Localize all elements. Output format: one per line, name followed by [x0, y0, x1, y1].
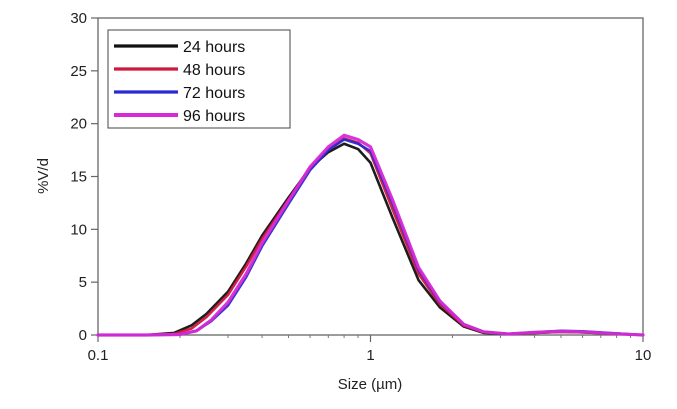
x-axis-label: Size (µm) — [338, 376, 402, 393]
series-line-4 — [96, 133, 645, 337]
legend-entry-label: 96 hours — [183, 108, 245, 125]
x-tick-label: 10 — [635, 347, 652, 364]
legend: 24 hours 48 hours 72 hours 96 hours — [107, 29, 291, 129]
y-axis: 0 5 10 15 20 25 30 — [70, 10, 98, 344]
legend-entry-label: 72 hours — [183, 85, 245, 102]
y-tick-label: 30 — [70, 10, 87, 27]
series-lines — [96, 133, 645, 337]
legend-entry-label: 24 hours — [183, 39, 245, 56]
y-tick-label: 10 — [70, 221, 87, 238]
y-tick-label: 15 — [70, 169, 87, 186]
y-tick-label: 5 — [79, 274, 87, 291]
x-axis: 0.1 1 10 — [88, 335, 652, 364]
y-tick-label: 25 — [70, 63, 87, 80]
y-tick-label: 20 — [70, 116, 87, 133]
y-tick-label: 0 — [79, 327, 87, 344]
series-line-2 — [96, 137, 645, 337]
series-line-3 — [96, 138, 645, 337]
legend-entry-label: 48 hours — [183, 62, 245, 79]
y-axis-label: %V/d — [35, 158, 52, 194]
series-line-1 — [96, 142, 645, 337]
x-tick-label: 0.1 — [88, 347, 109, 364]
x-tick-label: 1 — [366, 347, 374, 364]
